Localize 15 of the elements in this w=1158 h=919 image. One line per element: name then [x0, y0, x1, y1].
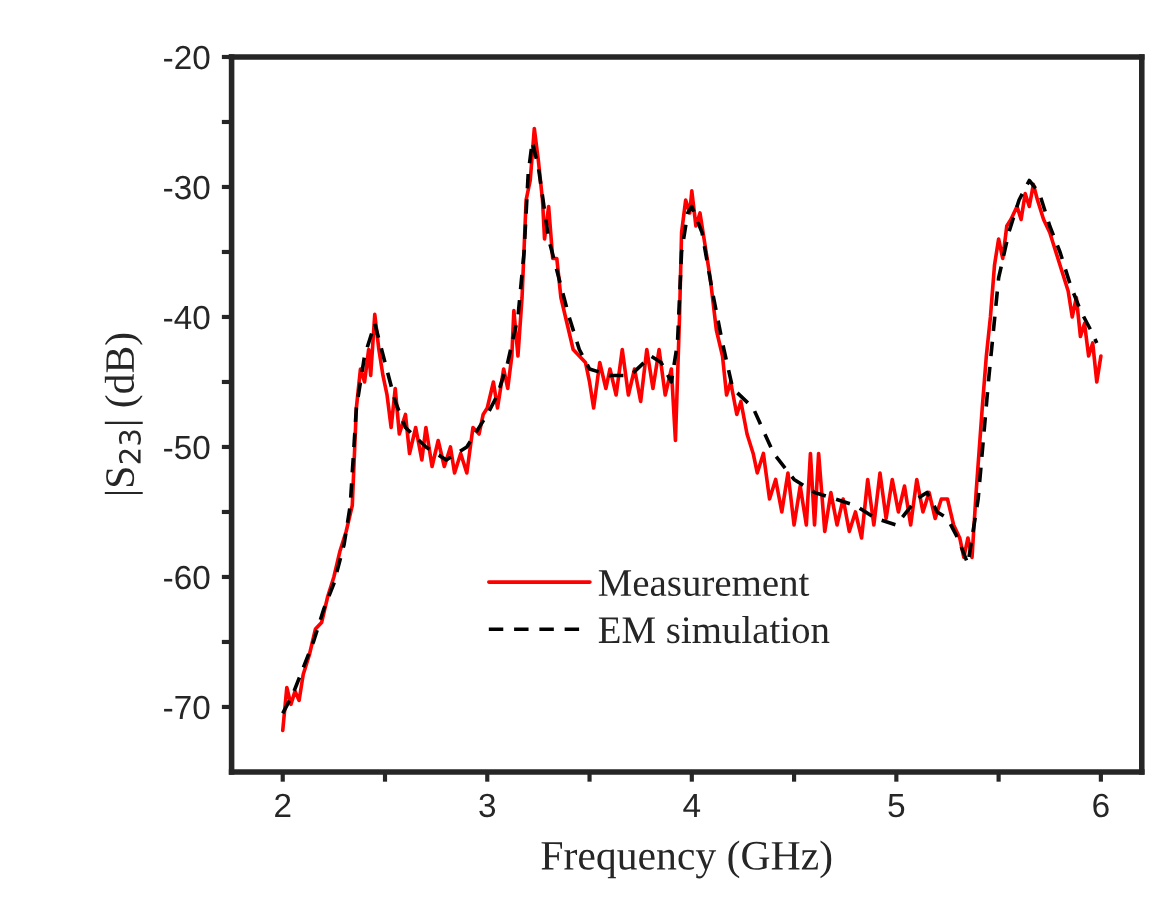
y-tick-label: -30 — [164, 175, 210, 200]
y-tick-label: -50 — [164, 435, 210, 460]
x-tick-label: 4 — [683, 794, 701, 817]
legend-label: EM simulation — [598, 615, 830, 644]
y-tick-label: -40 — [164, 305, 210, 330]
x-tick-label: 5 — [888, 794, 905, 818]
x-tick-label: 6 — [1093, 793, 1109, 818]
x-tick-label: 3 — [479, 793, 496, 818]
y-tick-label: -60 — [164, 565, 210, 590]
x-axis-title: Frequency (GHz) — [541, 840, 832, 879]
y-axis-title: |S$_{23}$| (dB) — [104, 333, 143, 495]
legend-label: Measurement — [598, 570, 810, 597]
x-tick-label: 2 — [275, 793, 291, 817]
y-tick-label: -20 — [164, 45, 210, 70]
y-tick-label: -70 — [164, 695, 210, 720]
